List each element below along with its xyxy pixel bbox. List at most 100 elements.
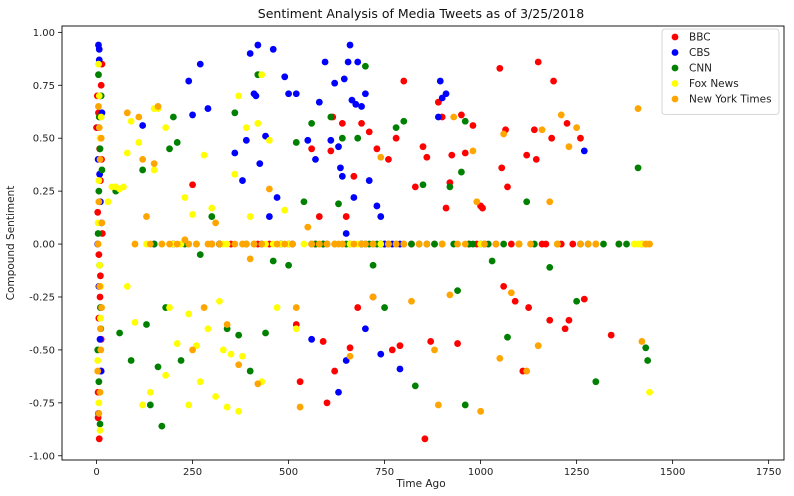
data-point-4-38 [242, 240, 250, 248]
data-point-0-38 [338, 119, 346, 127]
data-point-4-21 [154, 103, 162, 110]
data-point-2-30 [208, 213, 216, 220]
data-point-2-43 [292, 139, 300, 146]
data-point-2-15 [127, 357, 135, 364]
data-point-0-89 [532, 155, 540, 163]
data-point-4-80 [500, 130, 508, 138]
data-point-3-43 [231, 170, 239, 178]
data-point-1-87 [361, 90, 369, 98]
data-point-3-54 [273, 304, 281, 311]
data-point-3-38 [212, 393, 220, 400]
data-point-2-94 [600, 240, 607, 248]
data-point-0-30 [308, 145, 316, 153]
data-point-4-52 [323, 240, 331, 248]
y-axis: -1.00 -0.75 -0.50 -0.25 0.00 0.25 0.50 0.75 1.00 [29, 28, 62, 462]
data-point-3-18 [127, 117, 135, 125]
y-tick-label: 0.00 [33, 240, 55, 251]
data-point-0-99 [565, 316, 573, 324]
data-point-4-99 [369, 240, 377, 248]
data-point-4-18 [143, 213, 150, 220]
data-point-3-28 [173, 340, 181, 347]
data-point-2-100 [461, 117, 469, 125]
y-tick-label: 0.25 [33, 187, 55, 198]
data-point-4-24 [173, 240, 181, 248]
x-tick-label: 0 [93, 467, 99, 478]
points-layer [93, 41, 653, 443]
data-point-2-64 [392, 124, 400, 132]
data-point-1-27 [246, 50, 254, 57]
data-point-3-90 [131, 318, 139, 326]
data-point-2-52 [338, 134, 346, 142]
y-tick-label: -0.25 [29, 292, 55, 303]
data-point-4-4 [94, 240, 102, 248]
data-point-2-69 [419, 181, 427, 189]
data-point-3-17 [123, 149, 131, 157]
data-point-2-51 [335, 200, 342, 208]
data-point-4-9 [96, 388, 104, 396]
data-point-4-13 [98, 304, 105, 311]
y-tick-label: -0.50 [29, 345, 55, 356]
data-point-3-8 [95, 399, 103, 407]
data-point-1-64 [365, 177, 373, 184]
data-point-1-41 [292, 90, 300, 98]
x-tick-label: 1250 [564, 467, 589, 478]
data-point-4-7 [94, 367, 102, 375]
data-point-3-20 [135, 139, 143, 146]
data-point-4-95 [634, 105, 642, 112]
data-point-2-62 [381, 304, 388, 311]
data-point-3-9 [96, 426, 104, 434]
data-point-4-70 [446, 291, 454, 299]
data-point-2-97 [634, 164, 642, 172]
data-point-3-1 [95, 92, 103, 100]
data-point-2-14 [116, 329, 124, 337]
data-point-4-79 [496, 354, 504, 362]
data-point-2-33 [231, 109, 239, 117]
data-point-1-75 [436, 77, 444, 85]
x-tick-label: 1750 [756, 467, 781, 478]
data-point-1-77 [442, 90, 450, 98]
data-point-4-59 [369, 293, 377, 301]
data-point-1-26 [242, 136, 250, 144]
data-point-0-79 [500, 283, 508, 290]
legend: BBC CBS CNN Fox News New York Times [661, 28, 780, 115]
data-point-0-67 [454, 340, 461, 347]
data-point-0-87 [525, 304, 533, 311]
data-point-4-45 [281, 240, 289, 248]
data-point-0-93 [546, 316, 554, 324]
data-point-2-4 [94, 230, 102, 237]
data-point-3-84 [235, 407, 243, 415]
data-point-4-50 [308, 240, 316, 248]
data-point-2-71 [431, 240, 438, 248]
data-point-3-87 [223, 403, 231, 411]
data-point-4-22 [158, 240, 166, 248]
x-axis: 0 250 500 750 1000 1250 1500 1750 [93, 460, 781, 478]
data-point-0-35 [327, 147, 335, 155]
data-point-1-20 [189, 111, 196, 119]
data-point-1-35 [269, 45, 277, 53]
data-point-3-58 [292, 325, 300, 333]
data-point-2-84 [504, 333, 511, 341]
data-point-0-47 [373, 145, 381, 153]
data-point-3-30 [181, 194, 189, 201]
data-point-0-39 [342, 213, 350, 220]
data-point-4-96 [638, 338, 646, 345]
data-point-1-47 [321, 58, 329, 66]
data-point-0-71 [469, 122, 477, 129]
data-point-0-69 [461, 149, 469, 157]
data-point-4-77 [481, 240, 488, 248]
data-point-2-36 [246, 367, 254, 375]
legend-marker [671, 64, 679, 72]
data-point-4-36 [235, 361, 243, 369]
data-point-0-97 [561, 325, 569, 333]
data-point-4-20 [150, 160, 158, 168]
data-point-3-85 [258, 71, 266, 79]
data-point-4-55 [346, 352, 354, 360]
y-axis-label: Compound Sentiment [5, 186, 17, 301]
x-tick-label: 250 [183, 467, 202, 478]
data-point-3-37 [208, 204, 216, 212]
data-point-2-76 [458, 168, 465, 176]
data-point-3-6 [97, 314, 104, 322]
data-point-3-32 [189, 211, 196, 218]
legend-marker [671, 49, 679, 56]
data-point-2-39 [262, 329, 269, 337]
